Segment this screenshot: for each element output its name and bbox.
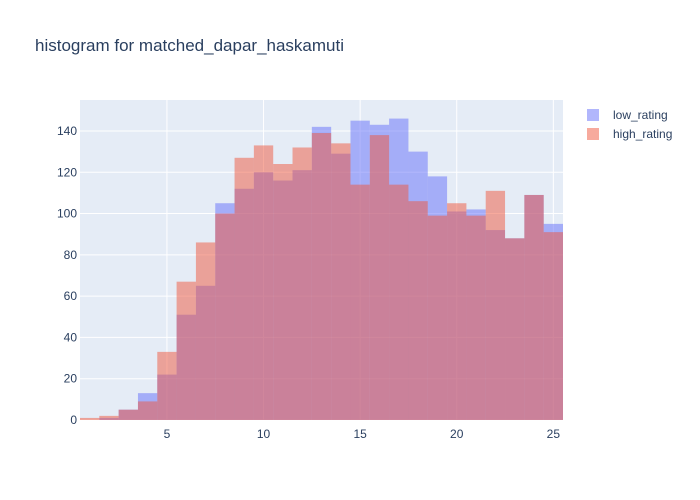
y-tick-label: 120 xyxy=(57,165,77,179)
bar-high_rating[interactable] xyxy=(137,401,158,420)
y-tick-label: 60 xyxy=(64,289,78,303)
legend-swatch xyxy=(587,109,599,121)
bar-high_rating[interactable] xyxy=(408,201,428,420)
legend-item-low_rating[interactable]: low_rating xyxy=(587,108,668,122)
x-tick-label: 10 xyxy=(257,427,271,441)
bar-high_rating[interactable] xyxy=(253,145,274,420)
bar-high_rating[interactable] xyxy=(292,147,312,420)
bar-high_rating[interactable] xyxy=(215,213,235,420)
bar-high_rating[interactable] xyxy=(369,135,390,420)
bar-high_rating[interactable] xyxy=(176,281,196,420)
bar-high_rating[interactable] xyxy=(118,409,138,420)
series-high_rating xyxy=(80,133,563,420)
bar-high_rating[interactable] xyxy=(485,190,506,420)
bar-high_rating[interactable] xyxy=(331,143,351,420)
bar-high_rating[interactable] xyxy=(524,194,544,420)
bar-high_rating[interactable] xyxy=(505,238,525,420)
y-axis: 0 20 40 60 80 100 120 140 xyxy=(57,124,77,427)
bar-high_rating[interactable] xyxy=(311,133,332,420)
legend[interactable]: low_rating high_rating xyxy=(587,108,672,141)
y-tick-label: 40 xyxy=(64,330,78,344)
y-tick-label: 80 xyxy=(64,248,78,262)
legend-item-high_rating[interactable]: high_rating xyxy=(587,127,672,141)
bar-high_rating[interactable] xyxy=(466,215,486,420)
legend-label: high_rating xyxy=(613,127,672,141)
x-tick-label: 25 xyxy=(547,427,561,441)
bar-high_rating[interactable] xyxy=(447,203,467,420)
bar-high_rating[interactable] xyxy=(427,215,448,420)
y-tick-label: 0 xyxy=(70,413,77,427)
legend-label: low_rating xyxy=(613,108,668,122)
bar-high_rating[interactable] xyxy=(273,164,293,420)
y-tick-label: 20 xyxy=(64,372,78,386)
chart-title: histogram for matched_dapar_haskamuti xyxy=(35,36,344,55)
bar-high_rating[interactable] xyxy=(350,184,370,420)
y-tick-label: 100 xyxy=(57,207,77,221)
x-tick-label: 15 xyxy=(353,427,367,441)
bar-high_rating[interactable] xyxy=(80,417,100,420)
bars-layer xyxy=(80,118,563,421)
bar-high_rating[interactable] xyxy=(389,184,409,420)
bar-high_rating[interactable] xyxy=(99,415,119,420)
bar-high_rating[interactable] xyxy=(195,242,216,420)
x-tick-label: 20 xyxy=(450,427,464,441)
y-tick-label: 140 xyxy=(57,124,77,138)
bar-high_rating[interactable] xyxy=(543,232,563,420)
x-axis: 5 10 15 20 25 xyxy=(164,427,561,441)
bar-high_rating[interactable] xyxy=(157,351,177,420)
bar-high_rating[interactable] xyxy=(234,157,254,420)
x-tick-label: 5 xyxy=(164,427,171,441)
legend-swatch xyxy=(587,128,599,140)
